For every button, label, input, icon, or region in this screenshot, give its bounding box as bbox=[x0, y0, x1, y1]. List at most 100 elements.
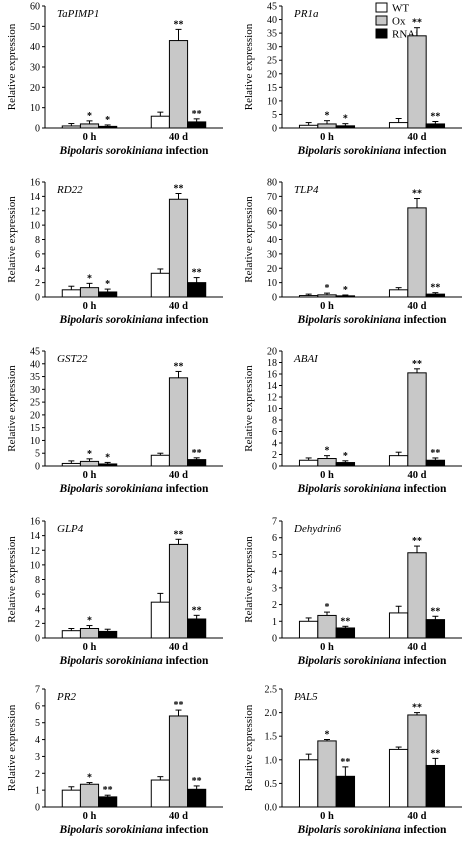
significance-marker: ** bbox=[340, 757, 350, 768]
y-tick-label: 12 bbox=[267, 393, 277, 404]
bar bbox=[98, 630, 118, 639]
panel-title: RD22 bbox=[56, 184, 83, 196]
x-category-label: 0 h bbox=[83, 132, 97, 143]
significance-marker: * bbox=[325, 602, 330, 613]
significance-marker: ** bbox=[430, 606, 440, 617]
significance-marker: * bbox=[343, 114, 348, 125]
bar bbox=[79, 460, 100, 467]
bar bbox=[168, 377, 189, 467]
x-axis-title: Bipolaris sorokiniana infection bbox=[297, 145, 447, 157]
bar bbox=[61, 125, 81, 129]
chart-panel-1: 0 5 10 15 20 25 30 35 40 45 Relative expression PR1… bbox=[243, 2, 462, 157]
bar bbox=[168, 198, 189, 298]
y-tick-label: 10 bbox=[30, 560, 40, 571]
significance-marker: ** bbox=[412, 18, 422, 29]
y-tick-label: 8 bbox=[35, 235, 40, 246]
y-tick-label: 2.5 bbox=[265, 685, 278, 696]
legend-swatch-wt bbox=[375, 2, 388, 13]
y-tick-label: 1.0 bbox=[265, 755, 278, 766]
bar bbox=[150, 115, 170, 129]
bar bbox=[187, 282, 207, 298]
y-tick-label: 0.5 bbox=[265, 779, 278, 790]
bar bbox=[187, 788, 207, 808]
legend-label-ox: Ox bbox=[392, 16, 406, 28]
y-tick-label: 2 bbox=[35, 619, 40, 630]
panel-title: TLP4 bbox=[294, 184, 319, 196]
significance-marker: * bbox=[105, 279, 110, 290]
y-tick-label: 3 bbox=[272, 583, 277, 594]
significance-marker: ** bbox=[192, 109, 202, 120]
x-category-label: 40 d bbox=[408, 301, 427, 312]
y-tick-label: 2 bbox=[272, 600, 277, 611]
bar bbox=[388, 289, 409, 298]
x-axis-title: Bipolaris sorokiniana infection bbox=[297, 824, 447, 836]
x-category-label: 0 h bbox=[320, 470, 334, 481]
panel-title: GLP4 bbox=[57, 523, 84, 535]
y-tick-label: 10 bbox=[30, 436, 40, 447]
y-tick-label: 16 bbox=[30, 517, 40, 528]
y-tick-label: 25 bbox=[267, 56, 277, 67]
y-tick-label: 40 bbox=[30, 359, 40, 370]
bar bbox=[407, 552, 427, 639]
panel-title: PAL5 bbox=[293, 691, 318, 703]
x-category-label: 0 h bbox=[83, 301, 97, 312]
y-axis-title: Relative expression bbox=[6, 704, 18, 791]
x-axis-title: Bipolaris sorokiniana infection bbox=[59, 655, 209, 667]
significance-marker: ** bbox=[412, 189, 422, 200]
bar bbox=[335, 462, 356, 467]
bar bbox=[425, 764, 446, 808]
y-tick-label: 45 bbox=[267, 2, 277, 13]
y-tick-label: 6 bbox=[272, 533, 277, 544]
x-axis-title: Bipolaris sorokiniana infection bbox=[297, 314, 447, 326]
y-tick-label: 5 bbox=[35, 449, 40, 460]
bar bbox=[98, 796, 118, 808]
chart-panel-6: 0 2 4 6 8 10 12 14 16 Relative expression GLP4 * 0 h… bbox=[6, 517, 223, 667]
bar bbox=[335, 125, 356, 129]
y-tick-label: 40 bbox=[267, 15, 277, 26]
bar bbox=[388, 612, 409, 639]
y-axis-title: Relative expression bbox=[6, 23, 18, 110]
x-category-label: 0 h bbox=[83, 811, 97, 822]
bar bbox=[79, 783, 100, 808]
y-tick-label: 0 bbox=[35, 124, 40, 135]
bar bbox=[150, 601, 170, 639]
bar bbox=[388, 122, 409, 129]
significance-marker: * bbox=[87, 616, 92, 627]
y-tick-label: 1 bbox=[272, 617, 277, 628]
y-tick-label: 5 bbox=[272, 550, 277, 561]
bar bbox=[317, 614, 337, 639]
panel-title: TaPIMP1 bbox=[57, 8, 99, 20]
bar bbox=[150, 779, 170, 808]
significance-marker: * bbox=[105, 115, 110, 126]
bar bbox=[317, 294, 337, 298]
y-tick-label: 15 bbox=[30, 423, 40, 434]
significance-marker: * bbox=[87, 273, 92, 284]
x-axis-title: Bipolaris sorokiniana infection bbox=[59, 824, 209, 836]
y-tick-label: 0 bbox=[35, 462, 40, 473]
x-category-label: 40 d bbox=[169, 811, 188, 822]
legend-label-wt: WT bbox=[392, 3, 409, 15]
y-tick-label: 7 bbox=[35, 685, 40, 696]
bar bbox=[298, 295, 319, 298]
bar bbox=[79, 123, 100, 129]
x-axis-title: Bipolaris sorokiniana infection bbox=[59, 483, 209, 495]
y-tick-label: 1 bbox=[35, 786, 40, 797]
bar bbox=[79, 287, 100, 298]
y-tick-label: 14 bbox=[30, 192, 40, 203]
y-tick-label: 4 bbox=[35, 735, 40, 746]
y-tick-label: 10 bbox=[30, 221, 40, 232]
y-tick-label: 50 bbox=[267, 221, 277, 232]
bar bbox=[317, 123, 337, 129]
significance-marker: * bbox=[325, 111, 330, 122]
y-tick-label: 8 bbox=[35, 575, 40, 586]
y-tick-label: 45 bbox=[30, 347, 40, 358]
bar bbox=[425, 619, 446, 639]
bar bbox=[98, 463, 118, 467]
y-tick-label: 0 bbox=[272, 634, 277, 645]
y-tick-label: 10 bbox=[267, 278, 277, 289]
y-tick-label: 60 bbox=[30, 2, 40, 13]
bar bbox=[187, 121, 207, 129]
chart-panel-0: 0 10 20 30 40 50 60 Relative expression TaPIMP1 *… bbox=[6, 2, 223, 157]
